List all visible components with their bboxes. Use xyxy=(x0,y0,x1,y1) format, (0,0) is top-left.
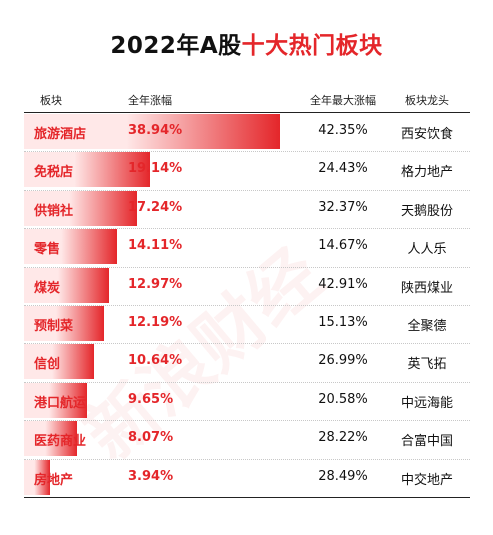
max-gain-label: 42.35% xyxy=(318,123,368,138)
table-row: 房地产 3.94% 28.49% 中交地产 xyxy=(24,459,470,496)
bottom-rule xyxy=(24,497,470,498)
row-separator xyxy=(24,151,470,153)
table-row: 零售 14.11% 14.67% 人人乐 xyxy=(24,228,470,265)
table-row: 预制菜 12.19% 15.13% 全聚德 xyxy=(24,305,470,342)
row-separator xyxy=(24,305,470,306)
value-label: 19.14% xyxy=(128,161,183,177)
leader-label: 中远海能 xyxy=(400,395,453,411)
page-title: 2022年A股十大热门板块 xyxy=(0,26,493,60)
bar-7 xyxy=(24,382,88,418)
table-row: 旅游酒店 38.94% 42.35% 西安饮食 xyxy=(24,113,470,150)
category-label: 预制菜 xyxy=(34,319,74,334)
leader-label: 全聚德 xyxy=(407,319,447,334)
row-separator xyxy=(24,420,470,422)
max-gain-label: 32.37% xyxy=(318,199,368,215)
value-label: 14.11% xyxy=(128,238,183,254)
col-header-annual-gain: 全年涨幅 xyxy=(128,94,172,107)
bar-1 xyxy=(24,152,150,188)
category-label: 旅游酒店 xyxy=(34,127,87,142)
row-separator xyxy=(24,381,470,383)
row-separator xyxy=(24,189,470,191)
category-label: 煤炭 xyxy=(34,280,61,296)
max-gain-label: 26.99% xyxy=(318,353,368,369)
leader-label: 西安饮食 xyxy=(400,127,453,142)
table-header: 板块 全年涨幅 全年最大涨幅 板块龙头 xyxy=(24,84,470,114)
title-highlight: 十大热门板块 xyxy=(241,33,383,59)
bar-2 xyxy=(24,190,138,226)
max-gain-label: 15.13% xyxy=(318,315,368,330)
category-label: 零售 xyxy=(34,242,61,258)
row-separator xyxy=(24,458,470,460)
row-separator xyxy=(24,266,470,268)
category-label: 信创 xyxy=(34,357,61,373)
value-label: 9.65% xyxy=(128,391,174,407)
table-row: 医药商业 8.07% 28.22% 合富中国 xyxy=(24,420,470,457)
value-label: 38.94% xyxy=(128,123,183,138)
col-header-sector: 板块 xyxy=(40,94,62,107)
table-row: 煤炭 12.97% 42.91% 陕西煤业 xyxy=(24,267,470,304)
leader-label: 天鹅股份 xyxy=(400,203,453,219)
max-gain-label: 28.22% xyxy=(318,430,368,446)
table-row: 供销社 17.24% 32.37% 天鹅股份 xyxy=(24,190,470,227)
category-label: 医药商业 xyxy=(34,434,87,450)
max-gain-label: 14.67% xyxy=(318,238,368,254)
bar-4 xyxy=(24,267,110,303)
value-label: 17.24% xyxy=(128,199,183,215)
leader-label: 中交地产 xyxy=(400,472,453,488)
table-row: 免税店 19.14% 24.43% 格力地产 xyxy=(24,151,470,188)
value-label: 12.19% xyxy=(128,315,183,330)
max-gain-label: 20.58% xyxy=(318,391,368,407)
bar-6 xyxy=(24,344,94,380)
value-label: 10.64% xyxy=(128,353,183,369)
leader-label: 人人乐 xyxy=(407,242,447,258)
value-label: 3.94% xyxy=(128,468,174,484)
max-gain-label: 24.43% xyxy=(318,161,368,177)
col-header-max-gain: 全年最大涨幅 xyxy=(310,94,376,107)
leader-label: 格力地产 xyxy=(400,165,453,181)
bar-0 xyxy=(24,114,280,149)
category-label: 免税店 xyxy=(34,165,74,181)
row-separator xyxy=(24,228,470,230)
value-label: 8.07% xyxy=(128,430,174,446)
table-row: 港口航运 9.65% 20.58% 中远海能 xyxy=(24,382,470,419)
value-label: 12.97% xyxy=(128,276,183,292)
category-label: 房地产 xyxy=(34,472,74,488)
col-header-leader: 板块龙头 xyxy=(405,94,449,107)
bar-5 xyxy=(24,306,105,341)
header-rule xyxy=(24,112,470,113)
max-gain-label: 42.91% xyxy=(318,276,368,292)
bar-3 xyxy=(24,229,117,265)
category-label: 供销社 xyxy=(34,203,74,219)
leader-label: 英飞拓 xyxy=(407,357,447,373)
max-gain-label: 28.49% xyxy=(318,468,368,484)
table-row: 信创 10.64% 26.99% 英飞拓 xyxy=(24,343,470,380)
row-separator xyxy=(24,343,470,345)
bar-9 xyxy=(24,459,50,495)
leader-label: 陕西煤业 xyxy=(400,280,453,296)
bar-8 xyxy=(24,421,77,457)
leader-label: 合富中国 xyxy=(400,434,453,450)
category-label: 港口航运 xyxy=(34,395,87,411)
title-prefix: 2022年A股 xyxy=(110,33,242,59)
